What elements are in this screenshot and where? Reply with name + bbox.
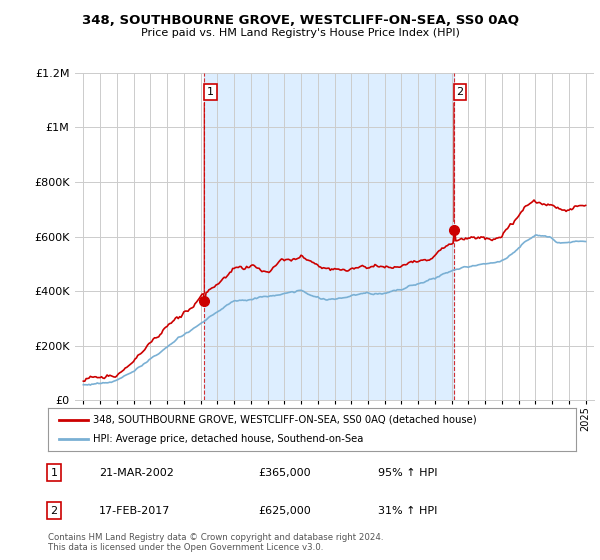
Text: Contains HM Land Registry data © Crown copyright and database right 2024.
This d: Contains HM Land Registry data © Crown c… (48, 533, 383, 552)
Text: 2: 2 (457, 87, 464, 97)
Text: £625,000: £625,000 (258, 506, 311, 516)
Text: Price paid vs. HM Land Registry's House Price Index (HPI): Price paid vs. HM Land Registry's House … (140, 28, 460, 38)
Text: HPI: Average price, detached house, Southend-on-Sea: HPI: Average price, detached house, Sout… (93, 435, 363, 444)
Text: 2: 2 (50, 506, 58, 516)
Text: 17-FEB-2017: 17-FEB-2017 (99, 506, 170, 516)
Text: 31% ↑ HPI: 31% ↑ HPI (378, 506, 437, 516)
Text: £365,000: £365,000 (258, 468, 311, 478)
Text: 21-MAR-2002: 21-MAR-2002 (99, 468, 174, 478)
Text: 95% ↑ HPI: 95% ↑ HPI (378, 468, 437, 478)
Text: 1: 1 (50, 468, 58, 478)
Bar (204, 73, 454, 400)
Text: 348, SOUTHBOURNE GROVE, WESTCLIFF-ON-SEA, SS0 0AQ: 348, SOUTHBOURNE GROVE, WESTCLIFF-ON-SEA… (82, 14, 518, 27)
Text: 348, SOUTHBOURNE GROVE, WESTCLIFF-ON-SEA, SS0 0AQ (detached house): 348, SOUTHBOURNE GROVE, WESTCLIFF-ON-SEA… (93, 415, 476, 424)
Text: 1: 1 (207, 87, 214, 97)
